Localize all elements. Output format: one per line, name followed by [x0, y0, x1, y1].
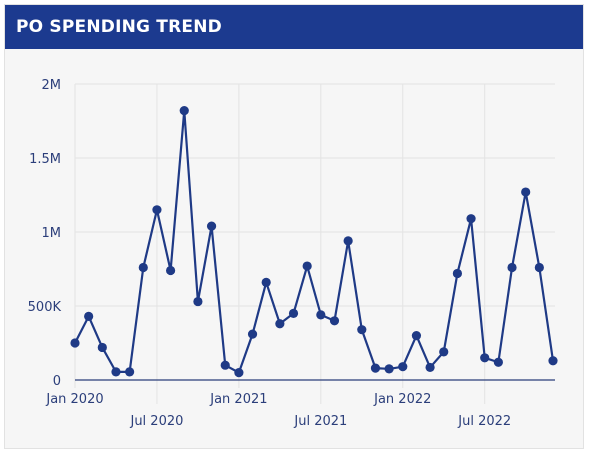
x-tick-label: Jan 2021 [209, 392, 267, 407]
data-point [329, 316, 340, 326]
data-point [234, 368, 244, 378]
data-points [70, 106, 558, 378]
data-point [480, 353, 490, 363]
x-tick-label: Jul 2021 [293, 414, 347, 429]
data-point [316, 310, 326, 320]
data-point [343, 236, 353, 246]
data-point [97, 342, 107, 353]
data-point [439, 347, 449, 357]
data-point [206, 221, 217, 231]
data-point [261, 277, 271, 287]
data-point [466, 214, 476, 224]
data-point [220, 360, 230, 370]
x-tick-label: Jul 2020 [129, 414, 183, 429]
data-point [247, 329, 258, 339]
y-axis: 0 500K 1M 1.5M 2M [28, 78, 62, 389]
data-point [548, 356, 558, 366]
y-tick-label: 0 [53, 374, 61, 389]
data-point [370, 363, 381, 373]
data-point [179, 106, 189, 116]
x-tick-label: Jan 2022 [373, 392, 431, 407]
y-tick-label: 500K [28, 300, 62, 315]
data-point [302, 261, 312, 271]
chart-title: PO SPENDING TREND [5, 5, 583, 49]
data-point [411, 331, 422, 341]
data-point [111, 367, 121, 377]
data-point [166, 265, 176, 276]
data-point [493, 357, 503, 367]
data-point [398, 362, 408, 372]
data-point [288, 308, 299, 318]
data-point [193, 296, 203, 307]
data-point [84, 311, 94, 321]
data-point [452, 268, 462, 279]
x-tick-label: Jul 2022 [457, 414, 511, 429]
data-point [425, 362, 435, 373]
data-point [534, 262, 544, 273]
data-point [152, 205, 162, 215]
y-tick-label: 1M [42, 226, 62, 241]
data-point [275, 319, 285, 329]
data-point [507, 262, 517, 273]
data-point [125, 367, 135, 377]
data-point [384, 364, 394, 374]
x-axis: Jan 2020 Jul 2020 Jan 2021 Jul 2021 Jan 2022… [45, 379, 555, 429]
data-point [138, 262, 148, 273]
y-tick-label: 1.5M [29, 152, 61, 167]
series-line [74, 109, 555, 374]
x-tick-label: Jan 2020 [45, 392, 103, 407]
chart-card: PO SPENDING TREND [4, 4, 584, 449]
data-point [70, 338, 80, 348]
y-tick-label: 2M [42, 78, 62, 93]
data-point [357, 325, 367, 335]
data-point [521, 187, 531, 197]
